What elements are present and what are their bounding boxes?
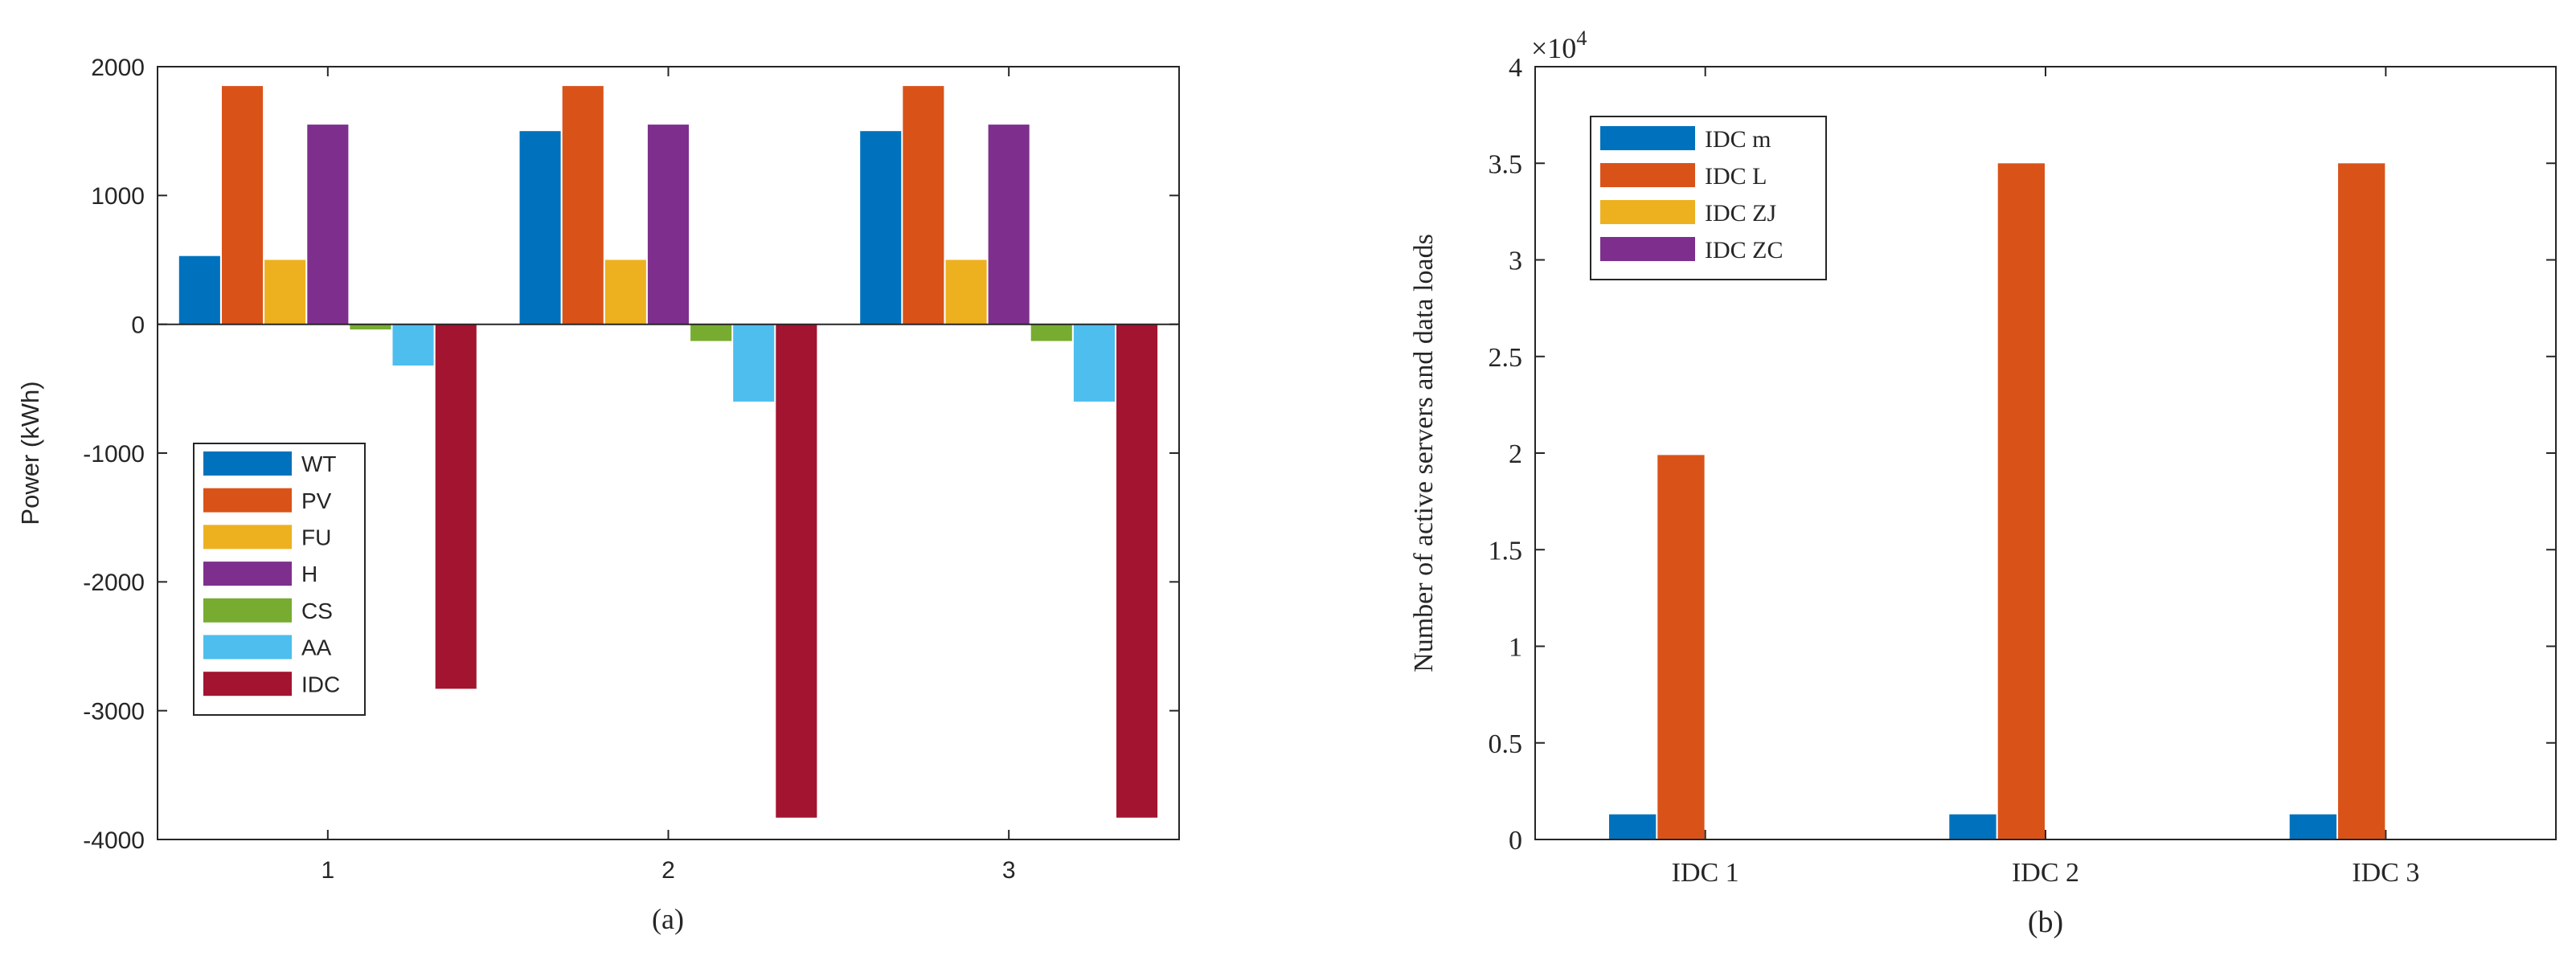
legend-swatch-wt [203,451,292,476]
bar-fu-3 [945,259,987,325]
bar-aa-2 [733,324,775,402]
legend-label: H [301,562,317,586]
legend-label: IDC L [1705,163,1767,190]
bar-idc-2 [776,324,817,818]
bar-pv-2 [562,86,604,325]
legend-label: AA [301,635,332,660]
bar-wt-3 [860,131,902,325]
legend-swatch-cs [203,598,292,623]
legend-label: PV [301,488,332,513]
chart-b-ylabel: Number of active servers and data loads [1409,234,1439,672]
legend-swatch-fu [203,525,292,549]
xtick-label: IDC 1 [1672,858,1739,888]
ytick-label: 2 [1509,439,1522,469]
legend-swatch-idc-l [1600,163,1695,187]
xtick-label: IDC 2 [2012,858,2079,888]
xtick-label: 2 [661,857,675,884]
bar-idc-m-1 [1609,814,1657,839]
xtick-label: IDC 3 [2352,858,2419,888]
ytick-label: 2.5 [1489,343,1523,373]
bar-cs-2 [690,324,732,341]
chart-a-legend: WT PV FU H CS AA IDC [193,443,366,716]
chart-b-caption: (b) [2028,905,2063,939]
chart-a-ylabel: Power (kWh) [16,381,44,525]
chart-a-ticks: -4000 -3000 -2000 -1000 0 1000 2000 1 2 3 [83,55,1179,884]
bar-cs-3 [1030,324,1072,341]
bar-wt-1 [178,255,220,325]
bar-idc-3 [1116,324,1158,818]
legend-label: FU [301,525,331,549]
xtick-label: 3 [1002,857,1016,884]
legend-label: IDC ZC [1705,237,1784,263]
ytick-label: -3000 [83,698,145,725]
chart-b-legend: IDC m IDC L IDC ZJ IDC ZC [1590,116,1827,280]
legend-swatch-pv [203,488,292,513]
legend-swatch-idc-zc [1600,237,1695,261]
legend-swatch-h [203,562,292,586]
ytick-label: 2000 [91,55,145,81]
bar-idc-l-3 [2338,163,2386,840]
chart-a-bars [178,86,1158,818]
bar-aa-1 [392,324,434,366]
bar-fu-2 [604,259,646,325]
bar-idc-m-2 [1949,814,1997,839]
legend-label: CS [301,598,333,623]
bar-idc-1 [435,324,477,689]
ytick-label: -2000 [83,570,145,596]
xtick-label: 1 [321,857,334,884]
bar-fu-1 [264,259,306,325]
chart-b-exponent: ×104 [1531,27,1587,64]
legend-label: IDC [301,672,340,696]
legend-swatch-idc-zj [1600,200,1695,224]
legend-swatch-idc-m [1600,126,1695,150]
ytick-label: 0 [1509,826,1522,856]
ytick-label: -4000 [83,827,145,854]
chart-a: -4000 -3000 -2000 -1000 0 1000 2000 1 2 3 Power (… [16,55,1180,935]
bar-cs-1 [350,324,391,330]
chart-b-ticks: 0 0.5 1 1.5 2 2.5 3 3.5 4 IDC 1 IDC 2 IDC 3 [1489,53,2556,888]
bar-wt-2 [519,131,561,325]
bar-h-1 [307,125,349,325]
bar-idc-l-1 [1657,455,1705,839]
chart-b-bars [1609,163,2386,840]
bar-idc-m-3 [2289,814,2336,839]
bar-aa-3 [1073,324,1115,402]
chart-a-caption: (a) [652,903,684,935]
chart-b-exponent-power: 4 [1576,27,1587,50]
bar-h-2 [647,125,689,325]
bar-idc-l-2 [1997,163,2045,840]
legend-label: WT [301,451,337,476]
legend-label: IDC ZJ [1705,200,1776,227]
ytick-label: -1000 [83,441,145,468]
ytick-label: 0 [131,312,145,338]
bar-pv-1 [222,86,264,325]
ytick-label: 3 [1509,247,1522,276]
ytick-label: 0.5 [1489,729,1523,759]
bar-pv-3 [903,86,944,325]
chart-b-exponent-base: ×10 [1531,32,1576,64]
legend-label: IDC m [1705,126,1771,153]
ytick-label: 4 [1509,53,1522,83]
legend-swatch-aa [203,635,292,660]
ytick-label: 1 [1509,633,1522,663]
legend-swatch-idc [203,672,292,696]
bar-h-3 [988,125,1030,325]
ytick-label: 1000 [91,183,145,210]
ytick-label: 3.5 [1489,149,1523,179]
ytick-label: 1.5 [1489,536,1523,566]
